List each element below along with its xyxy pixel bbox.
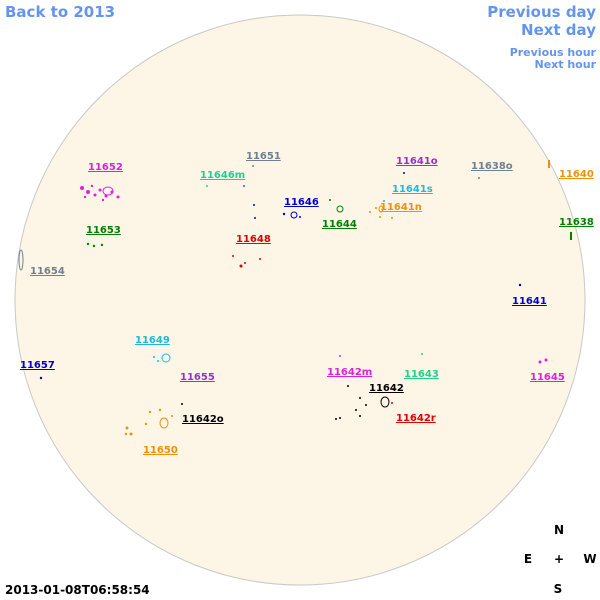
compass-west: W bbox=[583, 552, 596, 566]
region-label[interactable]: 11641s bbox=[392, 184, 433, 195]
region-label[interactable]: 11650 bbox=[143, 445, 178, 456]
compass-east: E bbox=[524, 552, 532, 566]
next-hour-link[interactable]: Next hour bbox=[535, 58, 597, 71]
spot-group bbox=[153, 200, 385, 362]
region-label[interactable]: 11638o bbox=[471, 161, 513, 172]
region-label[interactable]: 11638 bbox=[559, 217, 594, 228]
region-label[interactable]: 11643 bbox=[404, 369, 439, 380]
region-label[interactable]: 11657 bbox=[20, 360, 55, 371]
compass-south: S bbox=[554, 582, 563, 596]
spot-group bbox=[181, 385, 367, 420]
region-label[interactable]: 11642o bbox=[182, 414, 224, 425]
previous-day-link[interactable]: Previous day bbox=[487, 3, 596, 21]
spot bbox=[18, 249, 24, 271]
spot bbox=[159, 417, 169, 429]
region-label[interactable]: 11654 bbox=[30, 266, 65, 277]
spot bbox=[336, 205, 344, 213]
solar-disk bbox=[14, 14, 586, 586]
region-label[interactable]: 11649 bbox=[135, 335, 170, 346]
spot-group bbox=[232, 255, 394, 404]
region-label[interactable]: 11641n bbox=[380, 202, 422, 213]
compass-center: + bbox=[554, 552, 564, 566]
region-label[interactable]: 11641o bbox=[396, 156, 438, 167]
spot bbox=[380, 396, 390, 408]
previous-hour-link[interactable]: Previous hour bbox=[510, 46, 597, 59]
spot-group bbox=[80, 184, 548, 364]
timestamp: 2013-01-08T06:58:54 bbox=[5, 583, 150, 597]
spot-group bbox=[243, 185, 245, 187]
region-label[interactable]: 11646 bbox=[284, 197, 319, 208]
region-label[interactable]: 11655 bbox=[180, 372, 215, 383]
region-label[interactable]: 11648 bbox=[236, 234, 271, 245]
spots bbox=[18, 160, 572, 436]
region-label[interactable]: 11653 bbox=[86, 225, 121, 236]
spot bbox=[378, 205, 384, 213]
region-labels: 11652 11651 11646m 11641o 11638o 11640 1… bbox=[20, 151, 594, 456]
spot-group bbox=[206, 185, 423, 355]
region-label[interactable]: 11640 bbox=[559, 169, 594, 180]
region-label[interactable]: 11642m bbox=[327, 367, 372, 378]
region-label[interactable]: 11646m bbox=[200, 170, 245, 181]
spot-group bbox=[86, 199, 572, 248]
region-label[interactable]: 11642 bbox=[369, 383, 404, 394]
spot bbox=[290, 211, 298, 219]
compass-north: N bbox=[554, 523, 564, 537]
back-link[interactable]: Back to 2013 bbox=[5, 3, 115, 21]
region-label[interactable]: 11641 bbox=[512, 296, 547, 307]
spot-group bbox=[252, 165, 480, 179]
spot-group bbox=[39, 172, 522, 380]
region-label[interactable]: 11651 bbox=[246, 151, 281, 162]
spot bbox=[102, 186, 114, 196]
region-label[interactable]: 11652 bbox=[88, 162, 123, 173]
next-day-link[interactable]: Next day bbox=[521, 21, 596, 39]
region-label[interactable]: 11642r bbox=[396, 413, 436, 424]
region-label[interactable]: 11644 bbox=[322, 219, 357, 230]
spot bbox=[161, 353, 171, 363]
spot-group bbox=[124, 160, 550, 436]
region-label[interactable]: 11645 bbox=[530, 372, 565, 383]
